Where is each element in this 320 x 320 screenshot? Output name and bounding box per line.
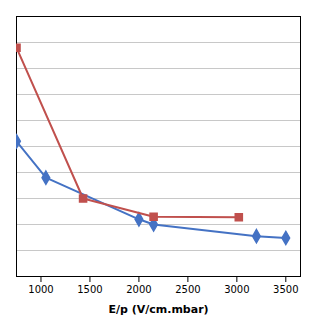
svg-text:1500: 1500 bbox=[77, 284, 102, 295]
svg-text:2500: 2500 bbox=[175, 284, 200, 295]
svg-text:3000: 3000 bbox=[224, 284, 249, 295]
svg-text:1000: 1000 bbox=[28, 284, 53, 295]
svg-text:3500: 3500 bbox=[273, 284, 298, 295]
svg-text:E/p (V/cm.mbar): E/p (V/cm.mbar) bbox=[108, 303, 208, 316]
svg-text:2000: 2000 bbox=[126, 284, 151, 295]
